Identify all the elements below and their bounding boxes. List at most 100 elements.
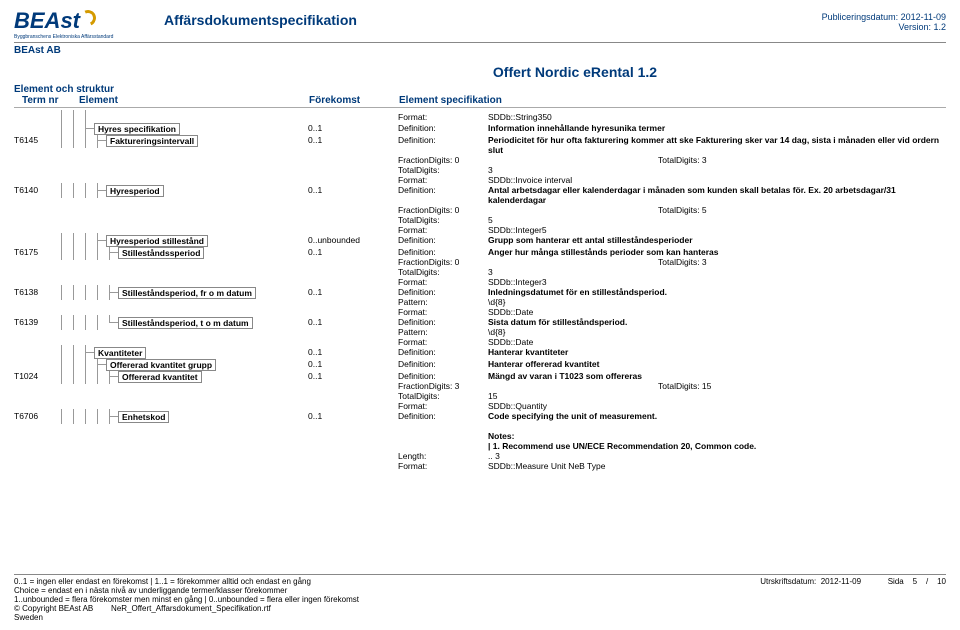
spec-key: Definition: xyxy=(398,135,488,155)
spec-key: Format: xyxy=(398,112,488,122)
col-spec: Element specifikation xyxy=(399,95,946,106)
tree-element-col: Hyresperiod xyxy=(58,185,308,197)
tree-element-col: Faktureringsintervall xyxy=(58,135,308,147)
tree-element-col: Stilleståndsperiod, fr o m datum xyxy=(58,287,308,299)
spec-key: Pattern: xyxy=(398,297,488,307)
spec-key: Format: xyxy=(398,277,488,287)
footer-left: 0..1 = ingen eller endast en förekomst |… xyxy=(14,577,760,622)
page-header: BEAst Byggbranschens Elektroniska Affärs… xyxy=(14,8,946,43)
spec-value: \d{8} xyxy=(488,327,946,337)
tree-row: T6175Stilleståndssperiod0..1Definition:A… xyxy=(14,247,946,287)
spec-key: Format: xyxy=(398,175,488,185)
spec-key: Definition: xyxy=(398,287,488,297)
spec-key: Format: xyxy=(398,307,488,317)
spec-value: SDDb::Date xyxy=(488,337,946,347)
forekomst-value: 0..1 xyxy=(308,287,398,297)
element-label: Faktureringsintervall xyxy=(106,135,198,147)
spec-key: Definition: xyxy=(398,123,488,133)
publication-info: Publiceringsdatum: 2012-11-09 Version: 1… xyxy=(822,8,946,32)
spec-key: Pattern: xyxy=(398,327,488,337)
spec-value: Mängd av varan i T1023 som offereras xyxy=(488,371,946,381)
spec-value: SDDb::Quantity xyxy=(488,401,946,411)
spec-value: Grupp som hanterar ett antal stillestånd… xyxy=(488,235,946,245)
element-label: Offererad kvantitet grupp xyxy=(106,359,216,371)
spec-key: Definition: xyxy=(398,235,488,245)
spec-key: Definition: xyxy=(398,185,488,205)
tree-row: T6140 Hyresperiod 0..1Definition:Antal arb… xyxy=(14,185,946,235)
page-current: 5 xyxy=(913,577,917,586)
spec-key xyxy=(398,441,488,451)
spec-key: Length: xyxy=(398,451,488,461)
page-label: Sida xyxy=(888,577,904,586)
term-number: T6175 xyxy=(14,247,58,257)
element-label: Stilleståndsperiod, fr o m datum xyxy=(118,287,256,299)
tree-row: Hyresperiod stillestånd 0..unboundedDefin… xyxy=(14,235,946,247)
tree-row: T6139Stilleståndsperiod, t o m datum0..1… xyxy=(14,317,946,347)
print-date: 2012-11-09 xyxy=(821,577,861,586)
logo-block: BEAst Byggbranschens Elektroniska Affärs… xyxy=(14,8,114,40)
spec-value: SDDb::Invoice interval xyxy=(488,175,946,185)
tree-row: Offererad kvantitet grupp0..1Definition:… xyxy=(14,359,946,371)
tree-element-col: Kvantiteter xyxy=(58,347,308,359)
term-number: T6138 xyxy=(14,287,58,297)
element-label: Stilleståndssperiod xyxy=(118,247,204,259)
version-label: Version: xyxy=(898,22,931,32)
spec-value: Periodicitet för hur ofta fakturering ko… xyxy=(488,135,946,155)
forekomst-value: 0..1 xyxy=(308,185,398,195)
tree-row: T6706Enhetskod0..1Definition:Code specif… xyxy=(14,411,946,471)
footer-right: Utrskriftsdatum: 2012-11-09 Sida 5 / 10 xyxy=(760,577,946,622)
spec-value: .. 3 xyxy=(488,451,946,461)
spec-value: | 1. Recommend use UN/ECE Recommendation… xyxy=(488,441,946,451)
tree-row: Kvantiteter 0..1Definition:Hanterar kvant… xyxy=(14,347,946,359)
spec-value: Code specifying the unit of measurement. xyxy=(488,411,946,421)
forekomst-value: 0..1 xyxy=(308,411,398,421)
footer-line1: 0..1 = ingen eller endast en förekomst |… xyxy=(14,577,760,586)
spec-value: Hanterar kvantiteter xyxy=(488,347,946,357)
forekomst-value: 0..1 xyxy=(308,247,398,257)
version-value: 1.2 xyxy=(933,22,946,32)
spec-key: Definition: xyxy=(398,359,488,369)
forekomst-value: 0..1 xyxy=(308,347,398,357)
col-term: Term nr xyxy=(14,95,79,106)
spec-block: Definition:Code specifying the unit of m… xyxy=(398,411,946,471)
page-sep: / xyxy=(926,577,928,586)
struct-label: Element och struktur xyxy=(14,84,946,95)
logo-arc-icon xyxy=(78,8,99,29)
tree-element-col: Stilleståndssperiod xyxy=(58,247,308,259)
term-number: T6145 xyxy=(14,135,58,145)
element-label: Hyresperiod stillestånd xyxy=(106,235,208,247)
spec-value: 3 xyxy=(488,165,946,175)
spec-key: TotalDigits: xyxy=(398,215,488,225)
element-label: Hyres specifikation xyxy=(94,123,180,135)
doc-title: Affärsdokumentspecifikation xyxy=(114,8,822,28)
spec-key: TotalDigits: xyxy=(398,165,488,175)
spec-block: Format:SDDb::String350 xyxy=(398,112,946,122)
element-label: Hyresperiod xyxy=(106,185,164,197)
spec-key: Format: xyxy=(398,401,488,411)
logo-subtitle: Byggbranschens Elektroniska Affärsstanda… xyxy=(14,34,113,40)
spec-value: Sista datum för stilleståndsperiod. xyxy=(488,317,946,327)
term-number: T6706 xyxy=(14,411,58,421)
spec-block: Definition:Periodicitet för hur ofta fak… xyxy=(398,135,946,185)
forekomst-value: 0..1 xyxy=(308,135,398,145)
section-title: Offert Nordic eRental 1.2 xyxy=(204,64,946,80)
spec-value: Antal arbetsdagar eller kalenderdagar i … xyxy=(488,185,946,205)
spec-key: Definition: xyxy=(398,247,488,257)
tree-row: T1024Offererad kvantitet0..1Definition:M… xyxy=(14,371,946,411)
spec-key: Format: xyxy=(398,225,488,235)
spec-key: Definition: xyxy=(398,347,488,357)
pub-date: 2012-11-09 xyxy=(901,12,946,22)
spec-key: Definition: xyxy=(398,317,488,327)
element-label: Kvantiteter xyxy=(94,347,146,359)
term-number: T6140 xyxy=(14,185,58,195)
tree-row: Hyres specifikation0..1Definition:Inform… xyxy=(14,123,946,135)
forekomst-value: 0..unbounded xyxy=(308,235,398,245)
term-number: T1024 xyxy=(14,371,58,381)
spec-value: 15 xyxy=(488,391,946,401)
spec-block: Definition:Mängd av varan i T1023 som of… xyxy=(398,371,946,411)
spec-value: 3 xyxy=(488,267,946,277)
spec-value: SDDb::String350 xyxy=(488,112,946,122)
page-footer: 0..1 = ingen eller endast en förekomst |… xyxy=(14,574,946,622)
spec-block: Definition:Sista datum för stilleståndsp… xyxy=(398,317,946,347)
spec-key: Format: xyxy=(398,337,488,347)
